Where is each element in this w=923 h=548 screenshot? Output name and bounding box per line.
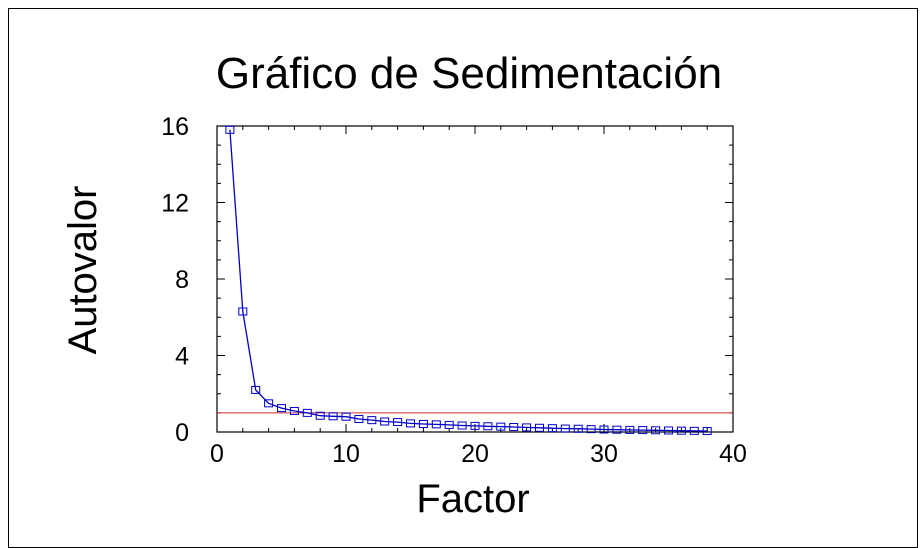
y-tick-label: 8	[175, 266, 189, 294]
x-tick-label: 10	[332, 440, 360, 468]
data-point	[599, 425, 609, 434]
data-point	[483, 422, 493, 431]
data-point	[496, 422, 506, 431]
y-axis-label: Autovalor	[61, 186, 105, 355]
data-point	[367, 416, 377, 425]
y-tick-label: 12	[161, 190, 189, 218]
data-point	[651, 426, 661, 435]
data-point	[393, 418, 403, 427]
x-tick-label: 0	[210, 440, 224, 468]
data-point	[328, 412, 338, 421]
data-point	[264, 399, 274, 408]
data-point	[225, 125, 235, 134]
data-point	[612, 425, 622, 434]
data-point	[251, 385, 261, 394]
y-tick-label: 0	[175, 419, 189, 447]
data-point	[560, 424, 570, 433]
x-tick-label: 20	[461, 440, 489, 468]
data-point	[664, 426, 673, 435]
data-point	[406, 419, 415, 428]
data-point	[535, 423, 544, 432]
data-point	[638, 426, 648, 435]
x-tick-label: 30	[590, 440, 618, 468]
chart-frame	[8, 8, 918, 548]
y-tick-label: 4	[175, 343, 189, 371]
data-point	[689, 426, 699, 435]
x-tick-label: 40	[719, 440, 747, 468]
data-point	[431, 420, 441, 429]
plot-area: 0 10 20 30 40 0 4 8 12 16	[161, 113, 747, 468]
data-point	[470, 421, 480, 430]
data-point	[302, 408, 312, 417]
data-point	[547, 424, 557, 433]
data-point	[341, 412, 351, 421]
data-point	[457, 421, 467, 430]
data-point	[676, 426, 686, 435]
data-point	[573, 424, 583, 433]
data-point	[586, 425, 596, 434]
data-point	[702, 427, 712, 436]
chart-title: Gráfico de Sedimentación	[216, 49, 722, 98]
data-point	[522, 423, 532, 432]
data-point	[444, 420, 454, 429]
data-point	[315, 411, 325, 420]
data-point	[277, 404, 286, 413]
y-tick-label: 16	[161, 113, 189, 141]
data-point	[354, 414, 364, 423]
data-point	[418, 419, 428, 428]
scree-plot: Gráfico de Sedimentación Factor Autovalo…	[61, 49, 747, 521]
plot-border	[216, 125, 734, 433]
x-axis-label: Factor	[416, 477, 529, 521]
data-point	[238, 307, 248, 316]
data-point	[380, 417, 390, 426]
data-point	[509, 423, 519, 432]
series-line	[229, 129, 708, 432]
data-point	[625, 425, 635, 434]
data-point	[289, 406, 299, 415]
